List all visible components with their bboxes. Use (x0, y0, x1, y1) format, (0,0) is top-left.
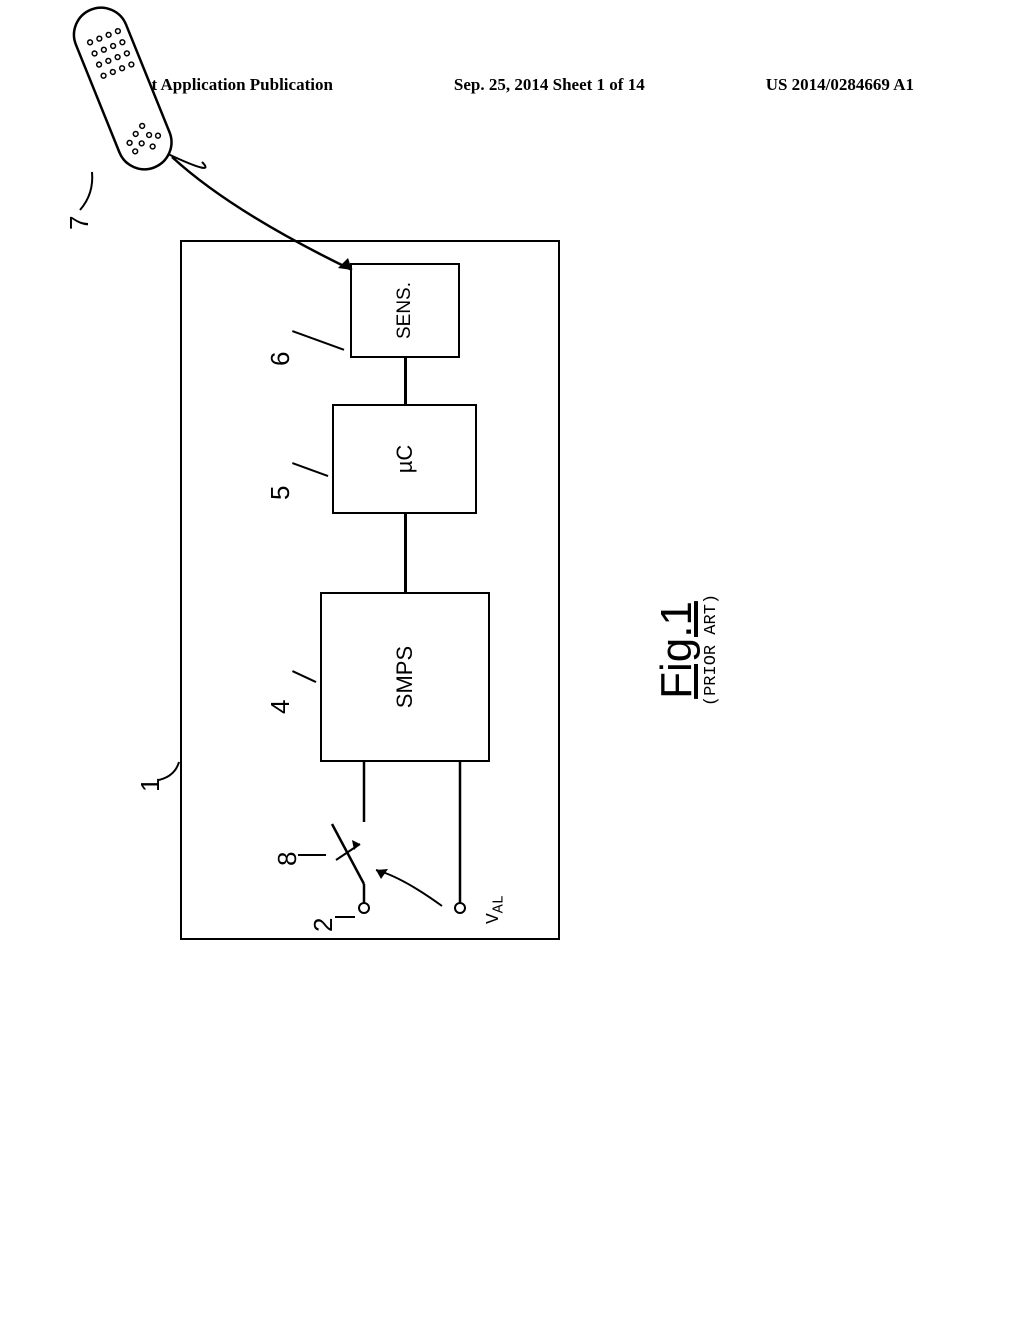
ref-num-4: 4 (265, 700, 296, 714)
ir-signal (162, 112, 362, 272)
ref-num-7: 7 (64, 216, 95, 230)
block-uc-label: µC (392, 445, 418, 474)
leader-2 (335, 916, 355, 918)
figure-title: Fig.1 (652, 338, 702, 962)
wire-smps-uc (404, 514, 407, 592)
block-smps: SMPS (320, 592, 490, 762)
leader-8 (298, 854, 326, 856)
input-voltage-label: VAL (484, 895, 508, 924)
leader-7 (72, 164, 112, 214)
figure-subtitle: (PRIOR ART) (702, 338, 721, 962)
figure-container: 1 VAL 2 8 SMPS 4 µC (0, 338, 942, 962)
header-right: US 2014/0284669 A1 (766, 75, 914, 95)
vlabel-main: V (484, 913, 504, 924)
wire-uc-sens (404, 358, 407, 404)
block-uc: µC (332, 404, 477, 514)
header-center: Sep. 25, 2014 Sheet 1 of 14 (454, 75, 645, 95)
block-sens: SENS. (350, 263, 460, 358)
block-sens-label: SENS. (394, 282, 416, 339)
leader-1 (155, 754, 185, 784)
vlabel-sub: AL (491, 895, 508, 913)
ref-num-5: 5 (265, 486, 296, 500)
ref-num-6: 6 (265, 352, 296, 366)
block-smps-label: SMPS (392, 646, 418, 708)
ref-num-2: 2 (308, 918, 339, 932)
figure-caption: Fig.1 (PRIOR ART) (652, 338, 721, 962)
